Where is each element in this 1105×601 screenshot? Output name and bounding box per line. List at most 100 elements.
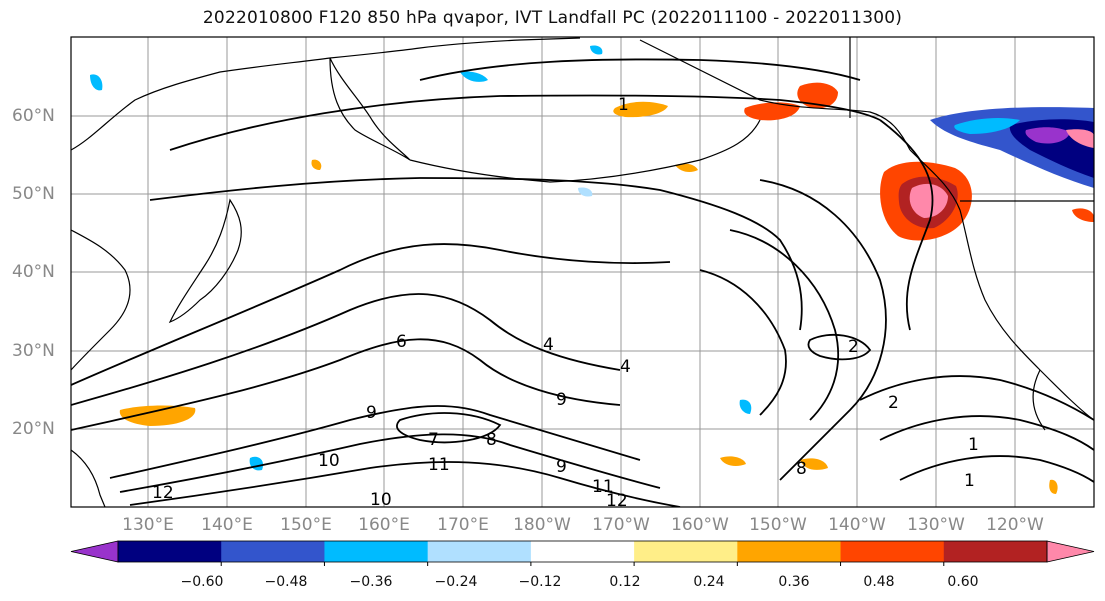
lat-label-60n: 60°N [12, 106, 55, 126]
coast-alaska [639, 39, 911, 151]
map-frame [70, 36, 1095, 508]
lon-label-130w: 130°W [907, 515, 965, 535]
colorbar-tick-label: 0.36 [778, 574, 809, 590]
contour-label: 8 [796, 459, 807, 479]
lon-label-140w: 140°W [828, 515, 886, 535]
contour-10 [109, 405, 641, 479]
contour-label: 12 [606, 491, 628, 511]
colorbar-tick-label: −0.48 [265, 574, 308, 590]
lon-label-180w: 180°W [513, 515, 571, 535]
contour-label: 12 [152, 483, 174, 503]
lon-label-150w: 150°W [749, 515, 807, 535]
lat-label-50n: 50°N [12, 184, 55, 204]
lon-label-160e: 160°E [358, 515, 410, 535]
coast-korea-china [71, 229, 131, 371]
coast-baja [1032, 369, 1046, 431]
contour-se-3 [899, 455, 1094, 483]
anomaly-patch-11 [1049, 479, 1058, 494]
contour-pnw [879, 119, 934, 331]
lat-label-30n: 30°N [12, 341, 55, 361]
anomaly-patch-1 [90, 74, 103, 91]
anomaly-negative-canada-peak [1066, 129, 1094, 148]
contour-label: 1 [968, 435, 979, 455]
colorbar-segment [737, 541, 842, 562]
colorbar-extend-high [1046, 540, 1095, 563]
colorbar-tick-label: 0.60 [947, 574, 978, 590]
contour-east-loop-2 [729, 229, 839, 421]
contour-2-north [169, 94, 881, 151]
lon-label-140e: 140°E [201, 515, 253, 535]
lon-label-150e: 150°E [280, 515, 332, 535]
contour-east-loop-1 [759, 179, 887, 481]
coast-asia [71, 37, 581, 151]
colorbar [70, 540, 1095, 566]
colorbar-segment [221, 541, 325, 562]
anomaly-patch-10 [675, 163, 698, 173]
colorbar-segment [118, 541, 222, 562]
colorbar-tick-label: −0.60 [181, 574, 224, 590]
contour-4 [71, 243, 671, 386]
contour-labels: 1 2 4 6 7 8 9 10 11 12 10 9 11 12 8 9 2 … [152, 95, 979, 511]
contour-1-north [419, 58, 861, 81]
anomaly-positive-wpac [119, 405, 196, 426]
colorbar-tick-label: 0.12 [609, 574, 640, 590]
lat-label-40n: 40°N [12, 262, 55, 282]
contour-label: 6 [396, 332, 407, 352]
colorbar-border [117, 540, 1048, 563]
coast-aleutians [409, 119, 761, 183]
contour-east-loop-3 [699, 269, 787, 416]
coast-japan [168, 198, 242, 324]
lon-label-120w: 120°W [986, 515, 1044, 535]
anomaly-patch-12 [578, 187, 593, 197]
contour-label: 2 [888, 393, 899, 413]
anomaly-positive-alaska-2 [744, 102, 800, 121]
contour-se-2 [879, 415, 1094, 451]
colorbar-extend-low [70, 540, 119, 563]
anomaly-patch-5 [739, 399, 752, 414]
contour-11 [119, 433, 661, 493]
contour-label: 7 [428, 430, 439, 450]
colorbar-tick-label: 0.48 [863, 574, 894, 590]
contour-label: 9 [366, 403, 377, 423]
contour-label: 11 [428, 455, 450, 475]
colorbar-segment [530, 541, 635, 562]
contour-label: 10 [370, 490, 392, 510]
colorbar-segment [634, 541, 738, 562]
colorbar-segment [324, 541, 429, 562]
contour-6 [71, 293, 621, 406]
lon-label-130e: 130°E [122, 515, 174, 535]
contour-sw-loop [396, 412, 502, 444]
coast-philippines [71, 449, 106, 507]
anomaly-positive-pnw-peak [909, 183, 948, 218]
contour-label: 9 [556, 390, 567, 410]
contour-label: 2 [848, 337, 859, 357]
contour-label: 4 [620, 357, 631, 377]
contour-se-1 [859, 375, 1094, 421]
colorbar-segment [943, 541, 1048, 562]
anomaly-patch-8 [311, 159, 322, 170]
contour-8 [71, 338, 621, 431]
lon-label-170e: 170°E [437, 515, 489, 535]
anomaly-positive-bering [613, 101, 668, 118]
contour-label: 4 [543, 335, 554, 355]
anomaly-patch-7 [800, 458, 828, 470]
colorbar-tick-label: 0.24 [693, 574, 724, 590]
anomaly-shading [90, 45, 1094, 494]
contour-label: 1 [618, 95, 629, 115]
longitude-labels: 130°E 140°E 150°E 160°E 170°E 180°W 170°… [122, 515, 1044, 535]
coastlines [71, 37, 1094, 507]
colorbar-segment [427, 541, 532, 562]
contours [71, 58, 1094, 507]
colorbar-tick-label: −0.12 [519, 574, 562, 590]
contour-label: 8 [486, 430, 497, 450]
anomaly-patch-2 [460, 71, 488, 82]
anomaly-patch-3 [590, 45, 603, 55]
lon-label-170w: 170°W [592, 515, 650, 535]
colorbar-segment [840, 541, 945, 562]
anomaly-positive-alaska [797, 82, 838, 109]
anomaly-patch-9 [1072, 208, 1094, 222]
contour-label: 11 [592, 477, 614, 497]
coast-north-america [909, 149, 1094, 421]
contour-label: 10 [318, 451, 340, 471]
